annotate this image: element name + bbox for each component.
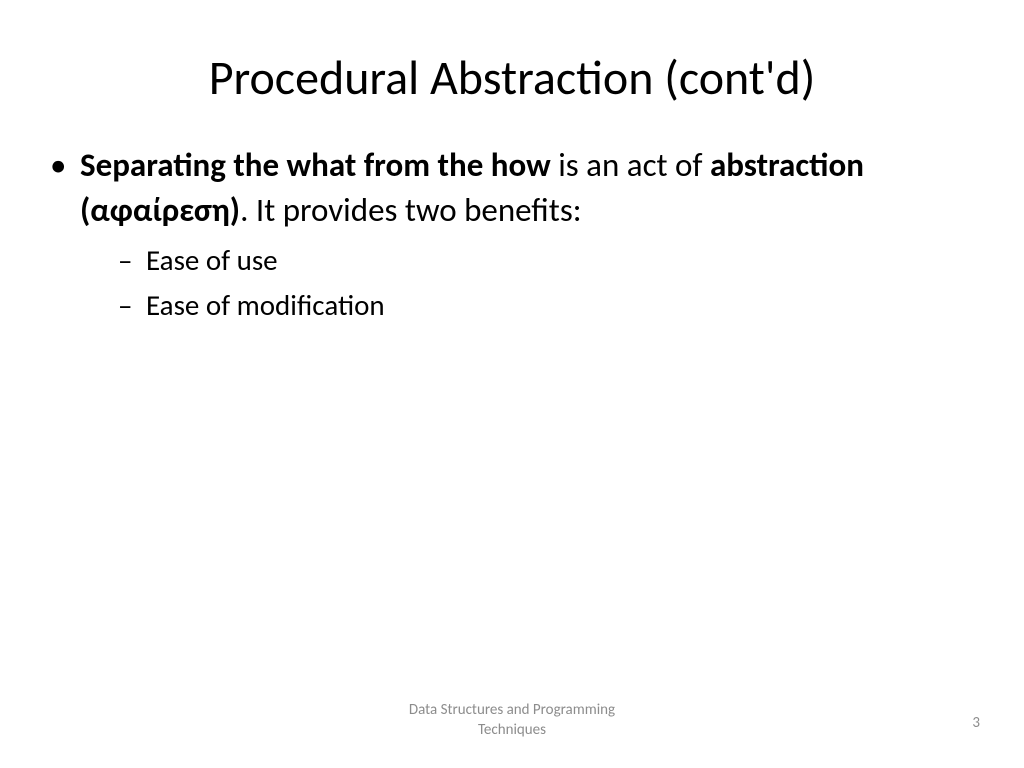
sub-bullet-label: Ease of modification <box>146 285 385 326</box>
bullet-marker-icon: • <box>48 143 80 188</box>
bullet-plain-1: is an act of <box>551 145 710 185</box>
page-number: 3 <box>972 714 980 732</box>
bullet-item-main: • Separating the what from the how is an… <box>48 143 976 232</box>
slide-container: Procedural Abstraction (cont'd) • Separa… <box>0 0 1024 768</box>
sub-bullet-list: – Ease of use – Ease of modification <box>48 240 976 325</box>
bullet-plain-2: . It provides two benefits: <box>240 190 581 230</box>
sub-bullet-item: – Ease of modification <box>118 285 976 326</box>
bullet-bold-1: Separating the what from the how <box>80 145 551 185</box>
dash-marker-icon: – <box>118 285 146 326</box>
slide-title: Procedural Abstraction (cont'd) <box>0 0 1024 143</box>
sub-bullet-label: Ease of use <box>146 240 278 281</box>
footer-line-2: Techniques <box>409 721 615 741</box>
footer-text: Data Structures and Programming Techniqu… <box>409 701 615 740</box>
slide-content: • Separating the what from the how is an… <box>0 143 1024 325</box>
dash-marker-icon: – <box>118 240 146 281</box>
sub-bullet-item: – Ease of use <box>118 240 976 281</box>
slide-footer: Data Structures and Programming Techniqu… <box>0 701 1024 740</box>
footer-line-1: Data Structures and Programming <box>409 701 615 721</box>
bullet-text-main: Separating the what from the how is an a… <box>80 143 976 232</box>
